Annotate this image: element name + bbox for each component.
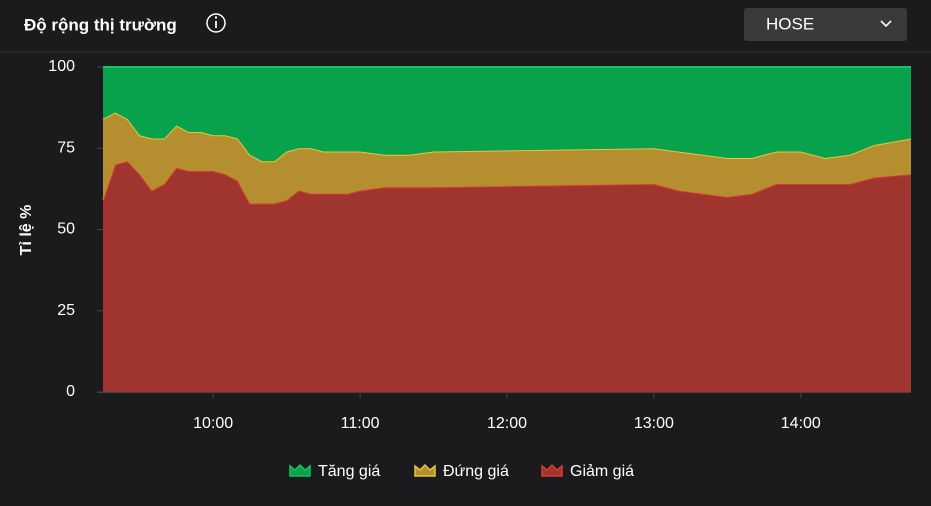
area xyxy=(103,112,911,204)
dropdown-value: HOSE xyxy=(766,14,814,33)
info-circle xyxy=(206,13,226,33)
dropdown-chevron xyxy=(880,20,892,28)
y-axis-label: Tỉ lệ % xyxy=(18,205,35,256)
market-dropdown[interactable]: HOSE xyxy=(744,8,907,41)
y-tick-label: 50 xyxy=(57,221,75,238)
panel-title: Độ rộng thị trường xyxy=(24,15,177,34)
area xyxy=(103,67,911,162)
legend-item: Tăng giá xyxy=(289,463,380,480)
legend-swatch xyxy=(289,463,311,477)
info-dot xyxy=(214,16,218,19)
legend-item: Giảm giá xyxy=(541,463,634,480)
info-icon[interactable] xyxy=(206,13,226,33)
x-tick-label: 11:00 xyxy=(341,415,380,432)
y-tick-label: 0 xyxy=(66,383,75,400)
x-tick-label: 14:00 xyxy=(781,415,821,432)
x-tick-label: 12:00 xyxy=(487,415,527,432)
x-tick-label: 13:00 xyxy=(634,415,674,432)
legend-label: Đứng giá xyxy=(443,463,509,480)
y-tick-label: 25 xyxy=(57,302,75,319)
y-tick-label: 100 xyxy=(48,58,75,75)
legend-swatch xyxy=(541,463,563,477)
legend-item: Đứng giá xyxy=(414,463,509,480)
legend-label: Tăng giá xyxy=(318,463,380,480)
area xyxy=(103,161,911,392)
dropdown-box xyxy=(744,8,907,41)
legend-label: Giảm giá xyxy=(570,463,634,480)
x-tick-label: 10:00 xyxy=(193,415,233,432)
legend-swatch xyxy=(414,463,436,477)
y-tick-label: 75 xyxy=(57,139,75,156)
